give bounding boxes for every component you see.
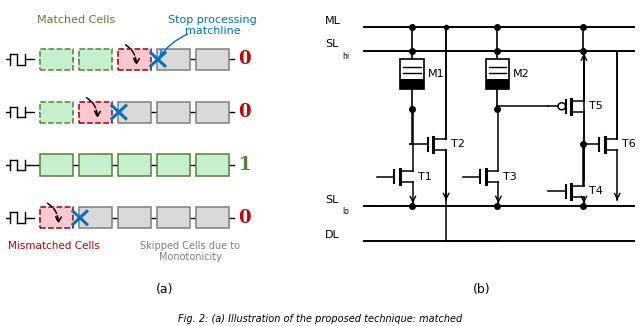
Bar — [40, 49, 73, 70]
Bar — [118, 155, 151, 175]
Text: SL: SL — [324, 195, 338, 205]
Text: Stop processing: Stop processing — [168, 15, 257, 25]
Bar — [400, 79, 424, 89]
Bar — [486, 59, 509, 89]
Bar — [79, 155, 112, 175]
Bar — [400, 59, 424, 89]
Text: M2: M2 — [513, 69, 530, 79]
Text: Monotonicity: Monotonicity — [159, 252, 221, 262]
Text: (a): (a) — [156, 283, 173, 296]
Text: T4: T4 — [589, 186, 602, 196]
Bar — [40, 155, 73, 175]
Bar — [157, 102, 190, 123]
Bar — [486, 79, 509, 89]
Text: 1: 1 — [238, 156, 251, 174]
Text: T6: T6 — [622, 140, 636, 149]
Bar — [157, 49, 190, 70]
Text: Fig. 2: (a) Illustration of the proposed technique: matched: Fig. 2: (a) Illustration of the proposed… — [178, 314, 462, 324]
Bar — [79, 49, 112, 70]
Text: T5: T5 — [589, 101, 602, 111]
Text: lo: lo — [342, 207, 349, 216]
Text: Skipped Cells due to: Skipped Cells due to — [140, 241, 240, 251]
Text: Matched Cells: Matched Cells — [37, 15, 115, 25]
Text: Mismatched Cells: Mismatched Cells — [8, 241, 100, 251]
Text: T3: T3 — [503, 172, 517, 182]
Text: T1: T1 — [418, 172, 431, 182]
Bar — [196, 49, 228, 70]
Bar — [118, 102, 151, 123]
Bar — [40, 207, 73, 228]
Text: 0: 0 — [238, 103, 251, 121]
Text: (b): (b) — [473, 283, 490, 296]
Bar — [157, 207, 190, 228]
Text: hi: hi — [342, 52, 349, 61]
Text: DL: DL — [324, 230, 340, 240]
Bar — [196, 155, 228, 175]
Bar — [79, 102, 112, 123]
Bar — [196, 207, 228, 228]
Text: M1: M1 — [428, 69, 444, 79]
Bar — [118, 49, 151, 70]
Text: ML: ML — [324, 16, 340, 25]
Text: SL: SL — [324, 39, 338, 49]
Bar — [196, 102, 228, 123]
Text: 0: 0 — [238, 209, 251, 227]
Text: T2: T2 — [451, 140, 465, 149]
Bar — [40, 102, 73, 123]
Bar — [79, 207, 112, 228]
Bar — [118, 207, 151, 228]
Bar — [157, 155, 190, 175]
Text: 0: 0 — [238, 50, 251, 68]
Text: matchline: matchline — [184, 26, 240, 37]
